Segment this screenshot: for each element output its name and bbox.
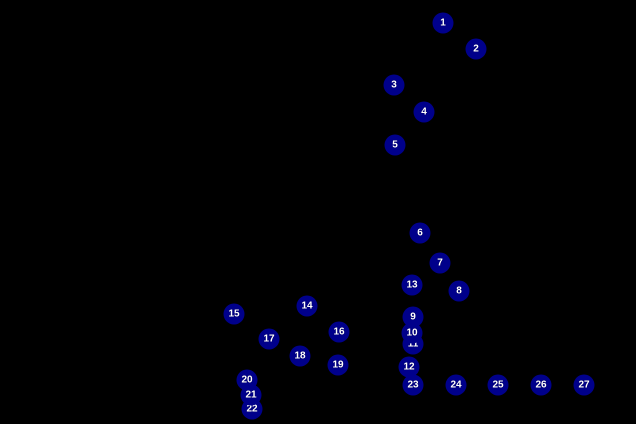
graph-node-14[interactable]: 14	[296, 295, 318, 317]
graph-node-label: 2	[473, 43, 479, 54]
graph-node-12[interactable]: 12	[398, 356, 420, 378]
graph-node-label: 5	[392, 139, 398, 150]
graph-node-7[interactable]: 7	[429, 252, 451, 274]
graph-node-label: 1	[440, 17, 446, 28]
graph-node-label: 8	[456, 285, 462, 296]
graph-node-24[interactable]: 24	[445, 374, 467, 396]
graph-node-label: 19	[332, 359, 344, 370]
graph-node-label: 13	[406, 279, 418, 290]
graph-node-label: 6	[417, 227, 423, 238]
graph-node-5[interactable]: 5	[384, 134, 406, 156]
graph-node-label: 4	[421, 106, 427, 117]
graph-node-label: 26	[535, 379, 547, 390]
graph-node-label: 7	[437, 257, 443, 268]
graph-node-1[interactable]: 1	[432, 12, 454, 34]
graph-node-label: 11	[407, 338, 419, 349]
graph-node-23[interactable]: 23	[402, 374, 424, 396]
graph-node-20[interactable]: 20	[236, 369, 258, 391]
graph-node-8[interactable]: 8	[448, 280, 470, 302]
graph-node-26[interactable]: 26	[530, 374, 552, 396]
graph-node-17[interactable]: 17	[258, 328, 280, 350]
graph-node-16[interactable]: 16	[328, 321, 350, 343]
graph-node-label: 27	[578, 379, 590, 390]
graph-node-label: 24	[450, 379, 462, 390]
graph-node-9[interactable]: 9	[402, 306, 424, 328]
graph-node-label: 10	[406, 327, 418, 338]
graph-node-label: 22	[246, 403, 258, 414]
graph-node-label: 17	[263, 333, 275, 344]
graph-node-label: 9	[410, 311, 416, 322]
graph-node-25[interactable]: 25	[487, 374, 509, 396]
graph-node-18[interactable]: 18	[289, 345, 311, 367]
graph-node-2[interactable]: 2	[465, 38, 487, 60]
graph-node-13[interactable]: 13	[401, 274, 423, 296]
graph-node-19[interactable]: 19	[327, 354, 349, 376]
graph-node-4[interactable]: 4	[413, 101, 435, 123]
graph-node-10[interactable]: 10	[401, 322, 423, 344]
graph-node-15[interactable]: 15	[223, 303, 245, 325]
graph-node-label: 25	[492, 379, 504, 390]
graph-node-27[interactable]: 27	[573, 374, 595, 396]
graph-node-6[interactable]: 6	[409, 222, 431, 244]
graph-node-label: 18	[294, 350, 306, 361]
graph-node-label: 20	[241, 374, 253, 385]
graph-node-label: 21	[245, 389, 257, 400]
graph-node-label: 16	[333, 326, 345, 337]
graph-node-label: 23	[407, 379, 419, 390]
graph-node-label: 3	[391, 79, 397, 90]
graph-node-label: 14	[301, 300, 313, 311]
graph-node-label: 15	[228, 308, 240, 319]
graph-node-label: 12	[403, 361, 415, 372]
graph-node-3[interactable]: 3	[383, 74, 405, 96]
